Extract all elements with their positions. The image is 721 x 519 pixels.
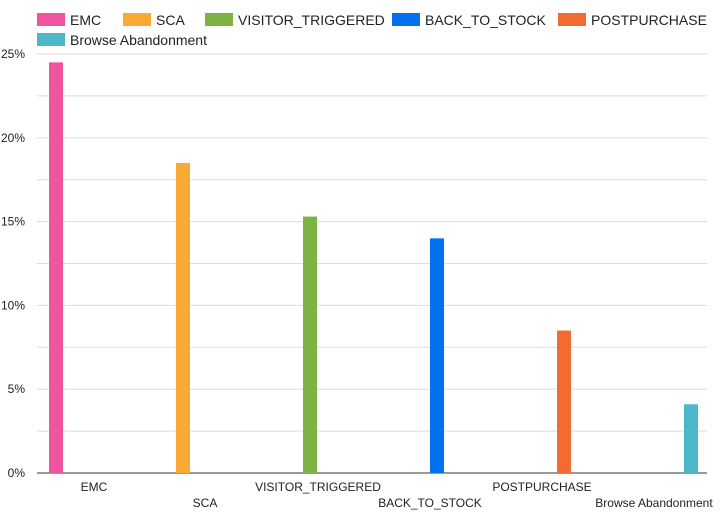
x-tick-label: EMC xyxy=(81,480,108,494)
y-tick-label: 20% xyxy=(1,131,25,145)
bar xyxy=(176,162,190,473)
bar xyxy=(430,238,444,473)
y-tick-label: 10% xyxy=(1,298,25,312)
bars xyxy=(49,62,698,473)
x-tick-label: POSTPURCHASE xyxy=(492,480,591,494)
x-tick-label: Browse Abandonment xyxy=(595,496,713,510)
legend-swatch xyxy=(37,13,65,26)
y-tick-label: 0% xyxy=(8,466,26,480)
legend-label: VISITOR_TRIGGERED xyxy=(238,12,385,28)
legend-label: EMC xyxy=(70,12,101,28)
legend-label: POSTPURCHASE xyxy=(591,12,707,28)
legend-label: SCA xyxy=(156,12,185,28)
legend-swatch xyxy=(558,13,586,26)
legend-label: BACK_TO_STOCK xyxy=(425,12,547,28)
gridlines xyxy=(37,53,707,474)
legend-swatch xyxy=(123,13,151,26)
bar xyxy=(49,62,63,473)
x-tick-label: SCA xyxy=(193,496,218,510)
y-tick-label: 5% xyxy=(8,382,26,396)
bar xyxy=(303,216,317,473)
y-axis: 0% 5% 10% 15% 20% 25% xyxy=(1,47,25,480)
bar xyxy=(557,330,571,473)
y-tick-label: 25% xyxy=(1,47,25,61)
legend-label: Browse Abandonment xyxy=(70,32,207,48)
legend-swatch xyxy=(392,13,420,26)
y-tick-label: 15% xyxy=(1,215,25,229)
legend-swatch xyxy=(37,33,65,46)
x-tick-label: BACK_TO_STOCK xyxy=(378,496,482,510)
legend-swatch xyxy=(205,13,233,26)
x-axis: EMC SCA VISITOR_TRIGGERED BACK_TO_STOCK POST… xyxy=(81,480,714,510)
x-tick-label: VISITOR_TRIGGERED xyxy=(255,480,381,494)
chart-legend: EMC SCA VISITOR_TRIGGERED BACK_TO_STOCK POST… xyxy=(37,12,707,48)
bar xyxy=(684,404,698,473)
